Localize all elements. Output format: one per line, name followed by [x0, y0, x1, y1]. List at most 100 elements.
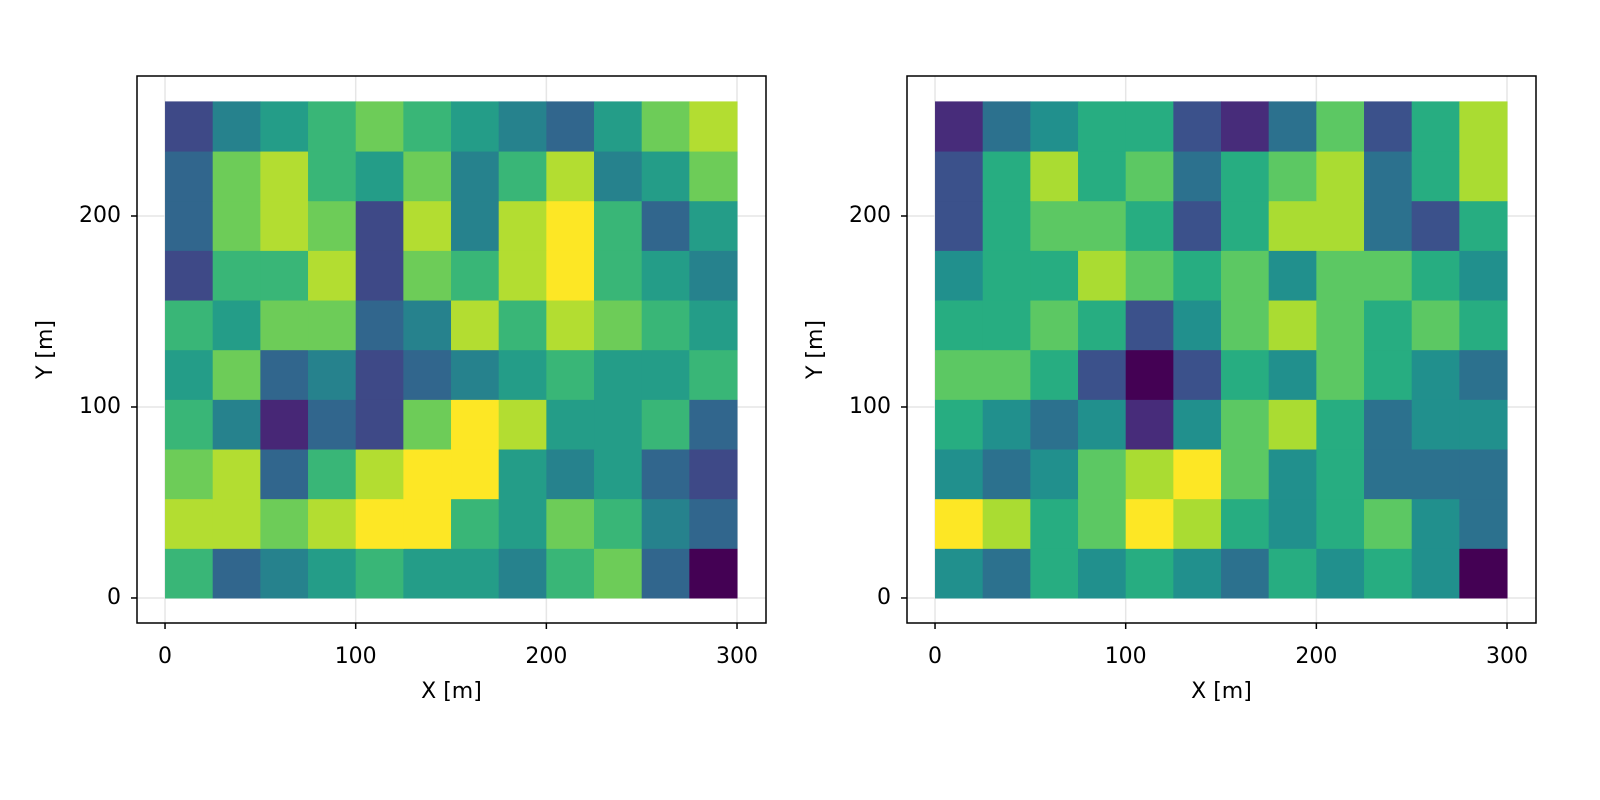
heatmap-cell	[212, 151, 261, 202]
heatmap-cell	[165, 151, 214, 202]
heatmap-cell	[546, 399, 595, 450]
heatmap-cell	[1411, 399, 1460, 450]
heatmap-cell	[546, 449, 595, 500]
heatmap-cell	[498, 399, 547, 450]
panel: 0 100 200 300 0 100 200 X [m] Y [m]	[803, 75, 1537, 704]
heatmap-cell	[594, 548, 643, 599]
heatmap-cell	[403, 548, 452, 599]
heatmap-cell	[260, 300, 309, 351]
heatmap-cell	[1268, 399, 1317, 450]
heatmap-cell	[1173, 548, 1222, 599]
heatmap-cell	[594, 449, 643, 500]
heatmap-cell	[594, 498, 643, 549]
heatmap-cell	[641, 300, 690, 351]
heatmap-cell	[689, 300, 738, 351]
heatmap-cell	[1125, 548, 1174, 599]
heatmap-cell	[1030, 151, 1079, 202]
heatmap-cell	[308, 300, 357, 351]
axes-frame	[136, 75, 767, 624]
heatmap-cell	[1364, 101, 1413, 152]
heatmap-cell	[1173, 300, 1222, 351]
y-tick-label: 100	[79, 394, 121, 419]
heatmap-cell	[1268, 151, 1317, 202]
heatmap-cell	[935, 250, 984, 301]
heatmap-cell	[1173, 101, 1222, 152]
heatmap-cell	[689, 449, 738, 500]
heatmap-cell	[982, 498, 1031, 549]
heatmap-cell	[1316, 300, 1365, 351]
heatmap-cell	[212, 399, 261, 450]
heatmap-cell	[308, 548, 357, 599]
heatmap-cell	[1459, 151, 1508, 202]
heatmap-cell	[1221, 200, 1270, 251]
heatmap-cell	[355, 200, 404, 251]
heatmap-cell	[212, 349, 261, 400]
heatmap-cell	[935, 101, 984, 152]
heatmap-cell	[594, 250, 643, 301]
heatmap-cell	[403, 250, 452, 301]
heatmap-cell	[935, 449, 984, 500]
heatmap-cell	[1316, 449, 1365, 500]
heatmap-cell	[594, 349, 643, 400]
heatmap-cell	[498, 300, 547, 351]
heatmap-cell	[982, 250, 1031, 301]
heatmap-cell	[1221, 101, 1270, 152]
heatmap-cell	[403, 101, 452, 152]
heatmap-cell	[1030, 250, 1079, 301]
heatmap-cell	[1411, 498, 1460, 549]
heatmap-cell	[1411, 151, 1460, 202]
heatmap-cell	[641, 399, 690, 450]
heatmap-cell	[641, 548, 690, 599]
x-tick-label: 0	[158, 644, 172, 669]
heatmap-cell	[451, 151, 500, 202]
heatmap-cell	[1030, 399, 1079, 450]
heatmap-cell	[1316, 250, 1365, 301]
heatmap-cell	[641, 151, 690, 202]
heatmap-cell	[1268, 449, 1317, 500]
heatmap-cell	[451, 101, 500, 152]
x-tick-label: 300	[716, 644, 758, 669]
heatmap-cell	[308, 200, 357, 251]
heatmap-cell	[260, 548, 309, 599]
heatmap-cell	[1078, 449, 1127, 500]
heatmap-cell	[1078, 498, 1127, 549]
heatmap-cell	[1268, 300, 1317, 351]
heatmap-cell	[1078, 250, 1127, 301]
heatmap-cell	[260, 200, 309, 251]
heatmap-cell	[1125, 498, 1174, 549]
heatmap-cell	[689, 349, 738, 400]
heatmap-cell	[451, 449, 500, 500]
heatmap-cell	[1364, 200, 1413, 251]
heatmap-cell	[1364, 399, 1413, 450]
heatmap-cell	[546, 200, 595, 251]
heatmap-cell	[1459, 349, 1508, 400]
heatmap-cell	[1221, 498, 1270, 549]
heatmap-cell	[546, 349, 595, 400]
heatmap-cell	[1411, 300, 1460, 351]
heatmap-cell	[308, 449, 357, 500]
heatmap-cell	[308, 101, 357, 152]
heatmap-cell	[982, 399, 1031, 450]
heatmap-cell	[1459, 449, 1508, 500]
x-tick-label: 100	[335, 644, 377, 669]
heatmap-cell	[403, 300, 452, 351]
heatmap-cell	[1173, 200, 1222, 251]
heatmap-cell	[935, 200, 984, 251]
heatmap-cell	[1030, 498, 1079, 549]
heatmap-cell	[451, 250, 500, 301]
heatmap-cell	[689, 200, 738, 251]
heatmap-cell	[165, 498, 214, 549]
heatmap-cell	[1221, 548, 1270, 599]
heatmap-cell	[1221, 349, 1270, 400]
heatmap-cell	[1221, 449, 1270, 500]
heatmap-cell	[1078, 300, 1127, 351]
heatmap-cell	[1364, 548, 1413, 599]
heatmap-cell	[212, 250, 261, 301]
y-tick-label: 0	[107, 585, 121, 610]
heatmap-cell	[689, 498, 738, 549]
heatmap-cell	[1221, 250, 1270, 301]
heatmap-cell	[689, 250, 738, 301]
heatmap-cell	[546, 300, 595, 351]
heatmap-cell	[982, 151, 1031, 202]
heatmap-cell	[1078, 349, 1127, 400]
